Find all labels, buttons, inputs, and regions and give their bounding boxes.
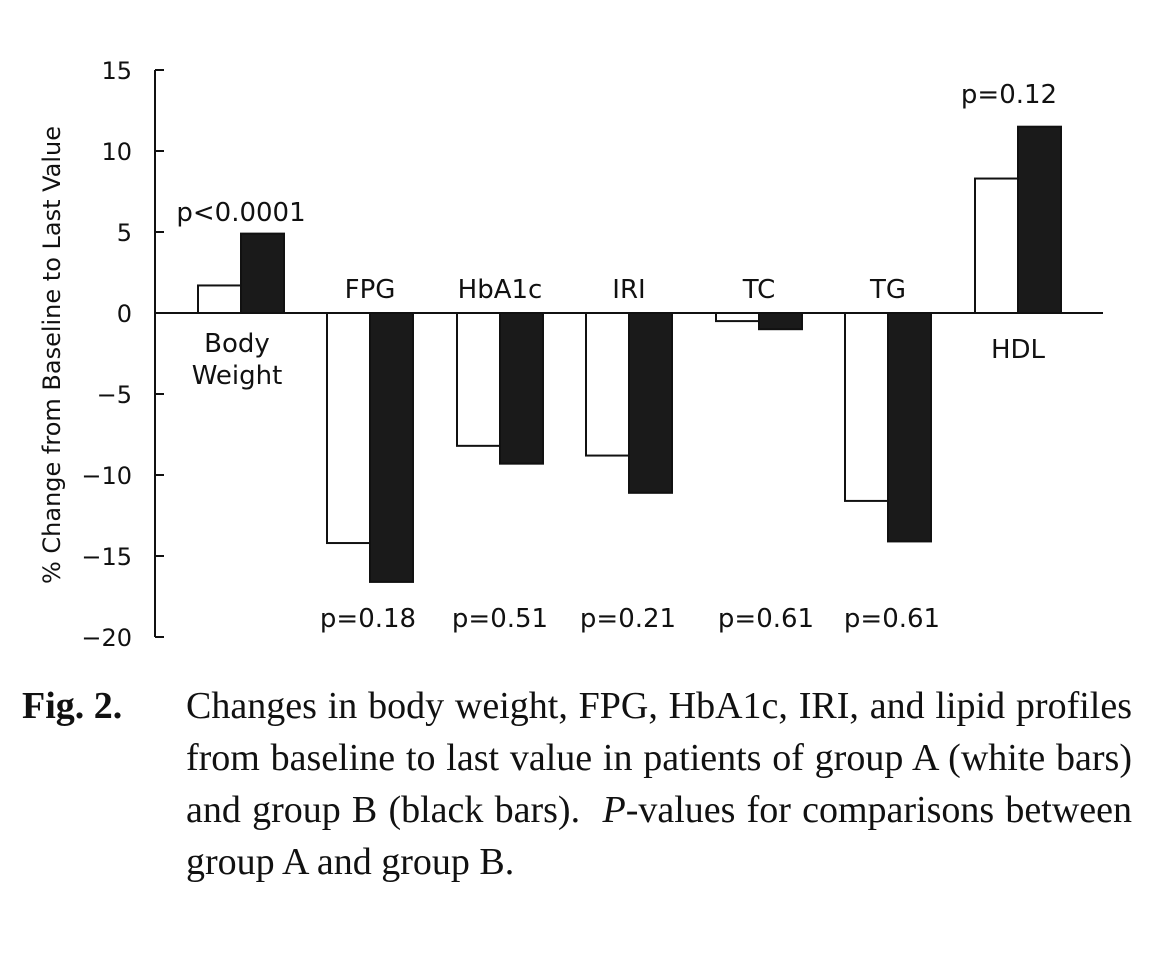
y-tick-label: 10 xyxy=(101,138,132,166)
y-tick-label: 5 xyxy=(117,219,132,247)
y-tick-label: −15 xyxy=(81,543,132,571)
bar-group-a xyxy=(974,177,1019,314)
bar-group-a xyxy=(456,312,501,447)
category-label: TC xyxy=(742,275,776,305)
category-label: IRI xyxy=(612,275,645,305)
bar-group-a xyxy=(197,284,242,314)
bars xyxy=(155,125,1103,583)
caption-italic-p: P xyxy=(602,789,626,831)
figure-caption: Fig. 2. Changes in body weight, FPG, HbA… xyxy=(22,680,1132,888)
p-value-label: p<0.0001 xyxy=(176,198,305,228)
y-tick-label: −20 xyxy=(81,624,132,652)
bar-group-b xyxy=(240,232,285,314)
bar-group-b xyxy=(499,312,544,465)
bar-group-b xyxy=(758,312,803,331)
y-tick-label: 0 xyxy=(117,300,132,328)
y-tick-label: −10 xyxy=(81,462,132,490)
p-value-label: p=0.51 xyxy=(452,604,548,634)
bar-chart: 15 10 5 0 −5 −10 −15 −20 Body Weight FPG HbA1c IRI T… xyxy=(38,57,1103,652)
bar-group-a xyxy=(844,312,889,502)
category-label: HbA1c xyxy=(458,275,543,305)
category-label: FPG xyxy=(345,275,396,305)
caption-text: Changes in body weight, FPG, HbA1c, IRI,… xyxy=(186,685,1132,883)
p-value-label: p=0.12 xyxy=(961,80,1057,110)
p-value-label: p=0.18 xyxy=(320,604,416,634)
bar-group-b xyxy=(1017,125,1062,314)
bar-group-a xyxy=(326,312,371,545)
p-value-labels: p<0.0001 p=0.18 p=0.51 p=0.21 p=0.61 p=0.61 p=… xyxy=(176,80,1057,634)
bar-group-b xyxy=(369,312,414,583)
bar-group-a xyxy=(585,312,630,457)
y-axis-label: % Change from Baseline to Last Value xyxy=(38,126,66,584)
bar-group-a xyxy=(715,312,760,323)
bar-group-b xyxy=(887,312,932,543)
figure-number: Fig. 2. xyxy=(22,685,123,727)
bar-group-b xyxy=(628,312,673,494)
p-value-label: p=0.21 xyxy=(580,604,676,634)
y-tick-label: 15 xyxy=(101,57,132,85)
p-value-label: p=0.61 xyxy=(844,604,940,634)
category-label: TG xyxy=(869,275,906,305)
p-value-label: p=0.61 xyxy=(718,604,814,634)
category-labels: Body Weight FPG HbA1c IRI TC TG HDL xyxy=(192,275,1046,391)
category-label: Body Weight xyxy=(192,329,283,391)
category-label: HDL xyxy=(991,335,1046,365)
y-tick-label: −5 xyxy=(97,381,132,409)
